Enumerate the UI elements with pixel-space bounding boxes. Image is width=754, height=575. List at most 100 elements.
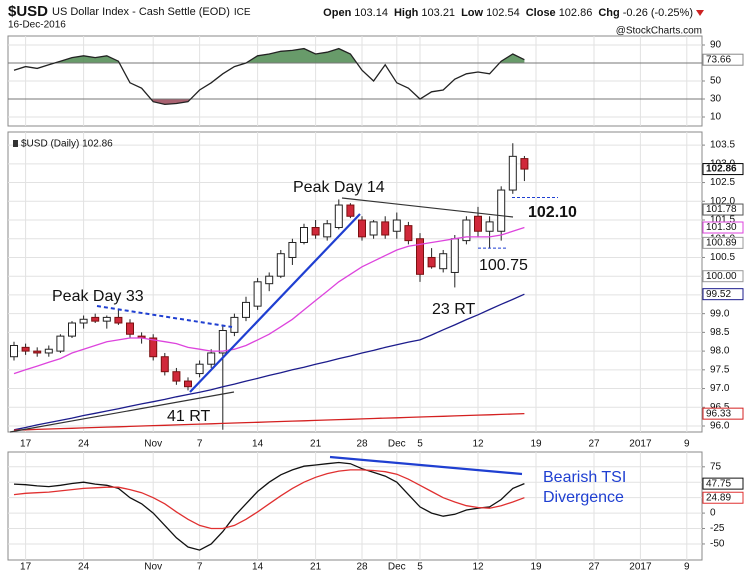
x-tick-label: 17 — [20, 439, 32, 450]
y-tick-label: -25 — [710, 523, 725, 534]
y-tick-label: 96.0 — [710, 421, 730, 432]
x-tick-label: 12 — [472, 439, 484, 450]
quote-value: 103.14 — [354, 7, 388, 19]
quote-value: 103.21 — [421, 7, 455, 19]
quote-value: -0.26 — [623, 7, 648, 19]
value-tag-box — [702, 407, 744, 420]
x-tick-label: Nov — [144, 439, 162, 450]
series-line — [13, 47, 525, 106]
value-tag-box — [702, 203, 744, 216]
candle-body — [311, 227, 320, 236]
symbol-icon — [13, 140, 18, 147]
y-tick-label: 100.5 — [710, 252, 735, 263]
y-tick-label: 98.0 — [710, 346, 730, 357]
candle-body — [369, 221, 378, 236]
value-tag-box — [702, 477, 744, 490]
y-tick-label: 90 — [710, 40, 722, 51]
series-line — [13, 226, 525, 375]
value-tag: 101.30 — [706, 222, 737, 233]
candle-body — [242, 301, 250, 318]
y-tick-label: 0 — [710, 508, 716, 519]
quote-name: Low — [461, 7, 483, 19]
y-tick-label: 102.5 — [710, 177, 735, 188]
candle-body — [300, 227, 308, 243]
series-line — [13, 461, 525, 551]
x-tick-label: 19 — [530, 439, 542, 450]
annotation-line: Divergence — [543, 489, 624, 506]
x-tick-label: 17 — [20, 562, 32, 573]
candle-body — [485, 221, 494, 232]
quote-name: Chg — [598, 7, 619, 19]
x-tick-label: 7 — [197, 439, 203, 450]
annotation: Peak Day 14 — [293, 179, 385, 196]
y-tick-label: -50 — [710, 539, 725, 550]
candle-body — [346, 204, 355, 217]
level-label: 100.75 — [479, 257, 528, 274]
y-tick-label: 103.5 — [710, 140, 735, 151]
chart-date: 16-Dec-2016 — [8, 20, 66, 31]
x-tick-label: 14 — [252, 562, 264, 573]
y-tick-label: 97.0 — [710, 383, 730, 394]
x-tick-label: 28 — [356, 439, 368, 450]
x-tick-label: 24 — [78, 562, 90, 573]
y-tick-label: 102.0 — [710, 196, 735, 207]
value-tag: 96.33 — [706, 408, 731, 419]
candle-body — [497, 189, 506, 232]
x-tick-label: 24 — [78, 439, 90, 450]
plot-area — [13, 461, 525, 551]
value-tag-box — [702, 236, 744, 249]
x-tick-label: 19 — [530, 562, 542, 573]
candle-body — [381, 221, 390, 236]
candle-body — [427, 256, 436, 268]
y-tick-label: 97.5 — [710, 364, 730, 375]
x-tick-label: 21 — [310, 562, 322, 573]
candle-body — [288, 241, 297, 258]
candle-body — [508, 155, 517, 191]
x-tick-label: 27 — [588, 439, 600, 450]
x-tick-label: Dec — [388, 439, 406, 450]
overbought-fill — [14, 48, 525, 63]
candle-body — [450, 238, 459, 273]
value-tag-box — [702, 288, 744, 301]
value-tag-box — [702, 163, 744, 176]
candle-body — [218, 330, 227, 354]
y-tick-label: 30 — [710, 94, 722, 105]
x-tick-label: 9 — [684, 562, 690, 573]
level-label: 102.10 — [528, 204, 577, 221]
candle-body — [323, 223, 332, 238]
annotation: Bearish TSI Divergence — [543, 469, 626, 506]
value-tag-box — [702, 53, 744, 66]
candle-body — [462, 219, 471, 242]
watermark: @StockCharts.com — [616, 26, 702, 37]
quote-name: Close — [526, 7, 556, 19]
value-tag: 73.66 — [706, 54, 731, 65]
index-name: US Dollar Index - Cash Settle (EOD) — [52, 6, 230, 18]
quote: Open 103.14 High 103.21 Low 102.54 Close 102.86… — [323, 7, 693, 19]
x-tick-label: 2017 — [629, 439, 652, 450]
x-tick-label: 28 — [356, 562, 368, 573]
value-tag: 100.89 — [706, 238, 737, 249]
drawn-trendlines — [9, 197, 523, 476]
candle-body — [44, 348, 53, 354]
x-tick-label: Dec — [388, 562, 406, 573]
chart-header: $USD US Dollar Index - Cash Settle (EOD) I… — [8, 3, 251, 20]
value-tag: 99.52 — [706, 289, 731, 300]
candle-body — [334, 204, 343, 229]
value-tag-box — [702, 221, 744, 234]
annotation: Peak Day 33 — [52, 288, 144, 305]
candle-body — [102, 316, 111, 322]
annotation-line: Bearish TSI — [543, 469, 626, 486]
candle-body — [172, 371, 181, 382]
x-tick-label: Nov — [144, 562, 162, 573]
series-line — [13, 469, 525, 530]
candle-body — [114, 316, 123, 324]
x-tick-label: 2017 — [629, 562, 652, 573]
x-tick-label: 9 — [684, 439, 690, 450]
x-tick-label: 27 — [588, 562, 600, 573]
quote-name: Open — [323, 7, 351, 19]
candle-body — [392, 219, 401, 232]
quote-change-percent: (-0.25%) — [651, 7, 693, 19]
x-tick-label: 7 — [197, 562, 203, 573]
x-tick-label: 5 — [417, 439, 423, 450]
